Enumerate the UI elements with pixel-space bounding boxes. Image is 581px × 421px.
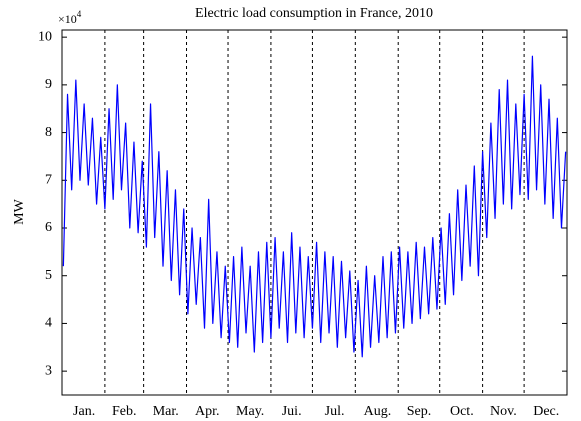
x-tick-label: Apr.: [195, 404, 220, 419]
x-tick-label: Jan.: [73, 404, 95, 419]
y-tick-label: 9: [45, 77, 52, 92]
x-tick-label: Sep.: [407, 404, 432, 419]
y-tick-label: 5: [45, 268, 52, 283]
y-tick-label: 7: [45, 173, 52, 188]
multiplier-base: ×10: [58, 12, 77, 26]
x-tick-label: Dec.: [533, 404, 559, 419]
x-tick-label: Aug.: [364, 404, 392, 419]
chart-title: Electric load consumption in France, 201…: [195, 6, 433, 21]
data-line: [62, 55, 567, 358]
plot-frame: [61, 29, 568, 396]
x-tick-label: Oct.: [450, 404, 474, 419]
y-tick-label: 6: [45, 220, 52, 235]
multiplier-exponent: 4: [77, 9, 82, 19]
x-tick-label: Mar.: [153, 404, 179, 419]
x-tick-label: Jul.: [325, 404, 345, 419]
y-tick-label: 3: [45, 363, 52, 378]
y-tick-label: 10: [38, 29, 52, 44]
x-tick-label: May.: [236, 404, 264, 419]
y-multiplier: ×104: [58, 9, 82, 26]
y-tick-label: 8: [45, 125, 52, 140]
y-axis-label: MW: [12, 198, 27, 224]
y-tick-label: 4: [45, 316, 52, 331]
x-tick-label: Nov.: [490, 404, 517, 419]
x-tick-label: Jui.: [282, 404, 302, 419]
x-tick-label: Feb.: [112, 404, 137, 419]
